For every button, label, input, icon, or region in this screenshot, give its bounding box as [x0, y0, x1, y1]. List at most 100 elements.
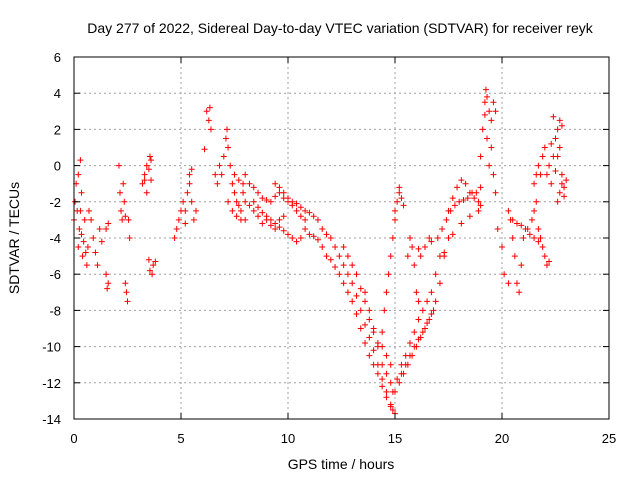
data-point — [366, 334, 373, 341]
data-point — [387, 253, 394, 260]
data-point — [392, 207, 398, 214]
data-point — [421, 244, 428, 251]
data-point — [492, 189, 499, 196]
data-point — [477, 153, 484, 160]
data-point — [556, 117, 563, 124]
data-point — [267, 216, 274, 223]
data-point — [475, 207, 482, 214]
data-point — [561, 184, 568, 191]
data-point — [379, 361, 386, 368]
data-point — [402, 361, 409, 368]
data-point — [432, 298, 439, 305]
data-point — [537, 235, 544, 241]
data-point — [558, 171, 565, 178]
data-point — [263, 196, 270, 203]
data-point — [96, 225, 103, 232]
data-point — [182, 207, 189, 214]
data-point — [206, 104, 213, 111]
data-point — [77, 207, 84, 214]
data-point — [541, 253, 548, 260]
data-point — [349, 280, 356, 287]
data-point — [255, 189, 262, 196]
data-point — [246, 202, 253, 209]
data-point — [394, 376, 401, 383]
data-point — [75, 244, 82, 251]
data-point — [546, 162, 553, 169]
data-point — [310, 213, 317, 220]
data-point — [413, 289, 420, 296]
data-point — [554, 198, 561, 205]
data-point — [84, 244, 91, 251]
y-tick-label: -14 — [42, 412, 61, 427]
data-point — [146, 153, 153, 160]
data-point — [188, 198, 195, 205]
data-point — [117, 189, 124, 196]
data-point — [486, 108, 493, 115]
data-point — [139, 180, 146, 187]
data-point — [415, 336, 422, 343]
data-point — [531, 180, 538, 187]
data-point — [550, 113, 557, 120]
chart-title: Day 277 of 2022, Sidereal Day-to-day VTE… — [87, 20, 593, 36]
data-point — [370, 361, 377, 368]
data-point — [201, 146, 208, 153]
data-point — [357, 285, 364, 292]
data-point — [293, 200, 300, 207]
data-point — [482, 86, 489, 93]
y-tick-label: 4 — [54, 86, 61, 101]
data-point — [374, 370, 381, 377]
data-point — [558, 122, 565, 129]
data-point — [424, 320, 431, 327]
y-tick-label: 2 — [54, 122, 61, 137]
data-point — [205, 117, 212, 124]
data-point — [539, 153, 546, 160]
data-point — [188, 166, 195, 173]
data-point — [327, 256, 334, 263]
data-point — [306, 209, 313, 216]
data-point — [231, 189, 238, 196]
data-point — [526, 231, 533, 238]
data-point — [396, 379, 403, 386]
data-point — [79, 253, 86, 260]
data-point — [548, 180, 555, 187]
data-point — [473, 189, 480, 196]
data-point — [426, 235, 433, 241]
data-point — [148, 157, 155, 164]
data-point — [392, 216, 398, 223]
data-point — [340, 244, 347, 251]
data-point — [152, 258, 159, 265]
data-point — [76, 225, 83, 232]
data-point — [319, 225, 326, 232]
x-axis-label: GPS time / hours — [288, 456, 395, 472]
data-point — [75, 171, 82, 178]
data-point — [250, 184, 257, 191]
data-point — [520, 235, 527, 241]
data-point — [419, 329, 426, 336]
data-point — [409, 244, 416, 251]
data-point — [77, 157, 84, 164]
data-point — [533, 198, 540, 205]
data-point — [484, 93, 491, 100]
data-point — [522, 225, 529, 232]
data-point — [340, 280, 347, 287]
data-point — [362, 298, 369, 305]
data-point — [240, 180, 247, 187]
data-point — [445, 207, 452, 214]
data-point — [415, 245, 422, 252]
data-point — [443, 216, 450, 223]
data-point — [207, 126, 214, 133]
data-point — [186, 180, 193, 187]
data-point — [259, 195, 266, 202]
data-point — [458, 220, 465, 227]
data-point — [83, 262, 90, 269]
data-point — [434, 235, 441, 241]
data-point — [379, 383, 386, 390]
data-point — [280, 189, 287, 196]
data-point — [293, 207, 300, 214]
data-point — [398, 195, 405, 202]
data-point — [124, 298, 131, 305]
data-point — [143, 162, 150, 169]
data-point — [556, 189, 563, 196]
data-point — [203, 108, 210, 115]
data-point — [383, 370, 390, 377]
